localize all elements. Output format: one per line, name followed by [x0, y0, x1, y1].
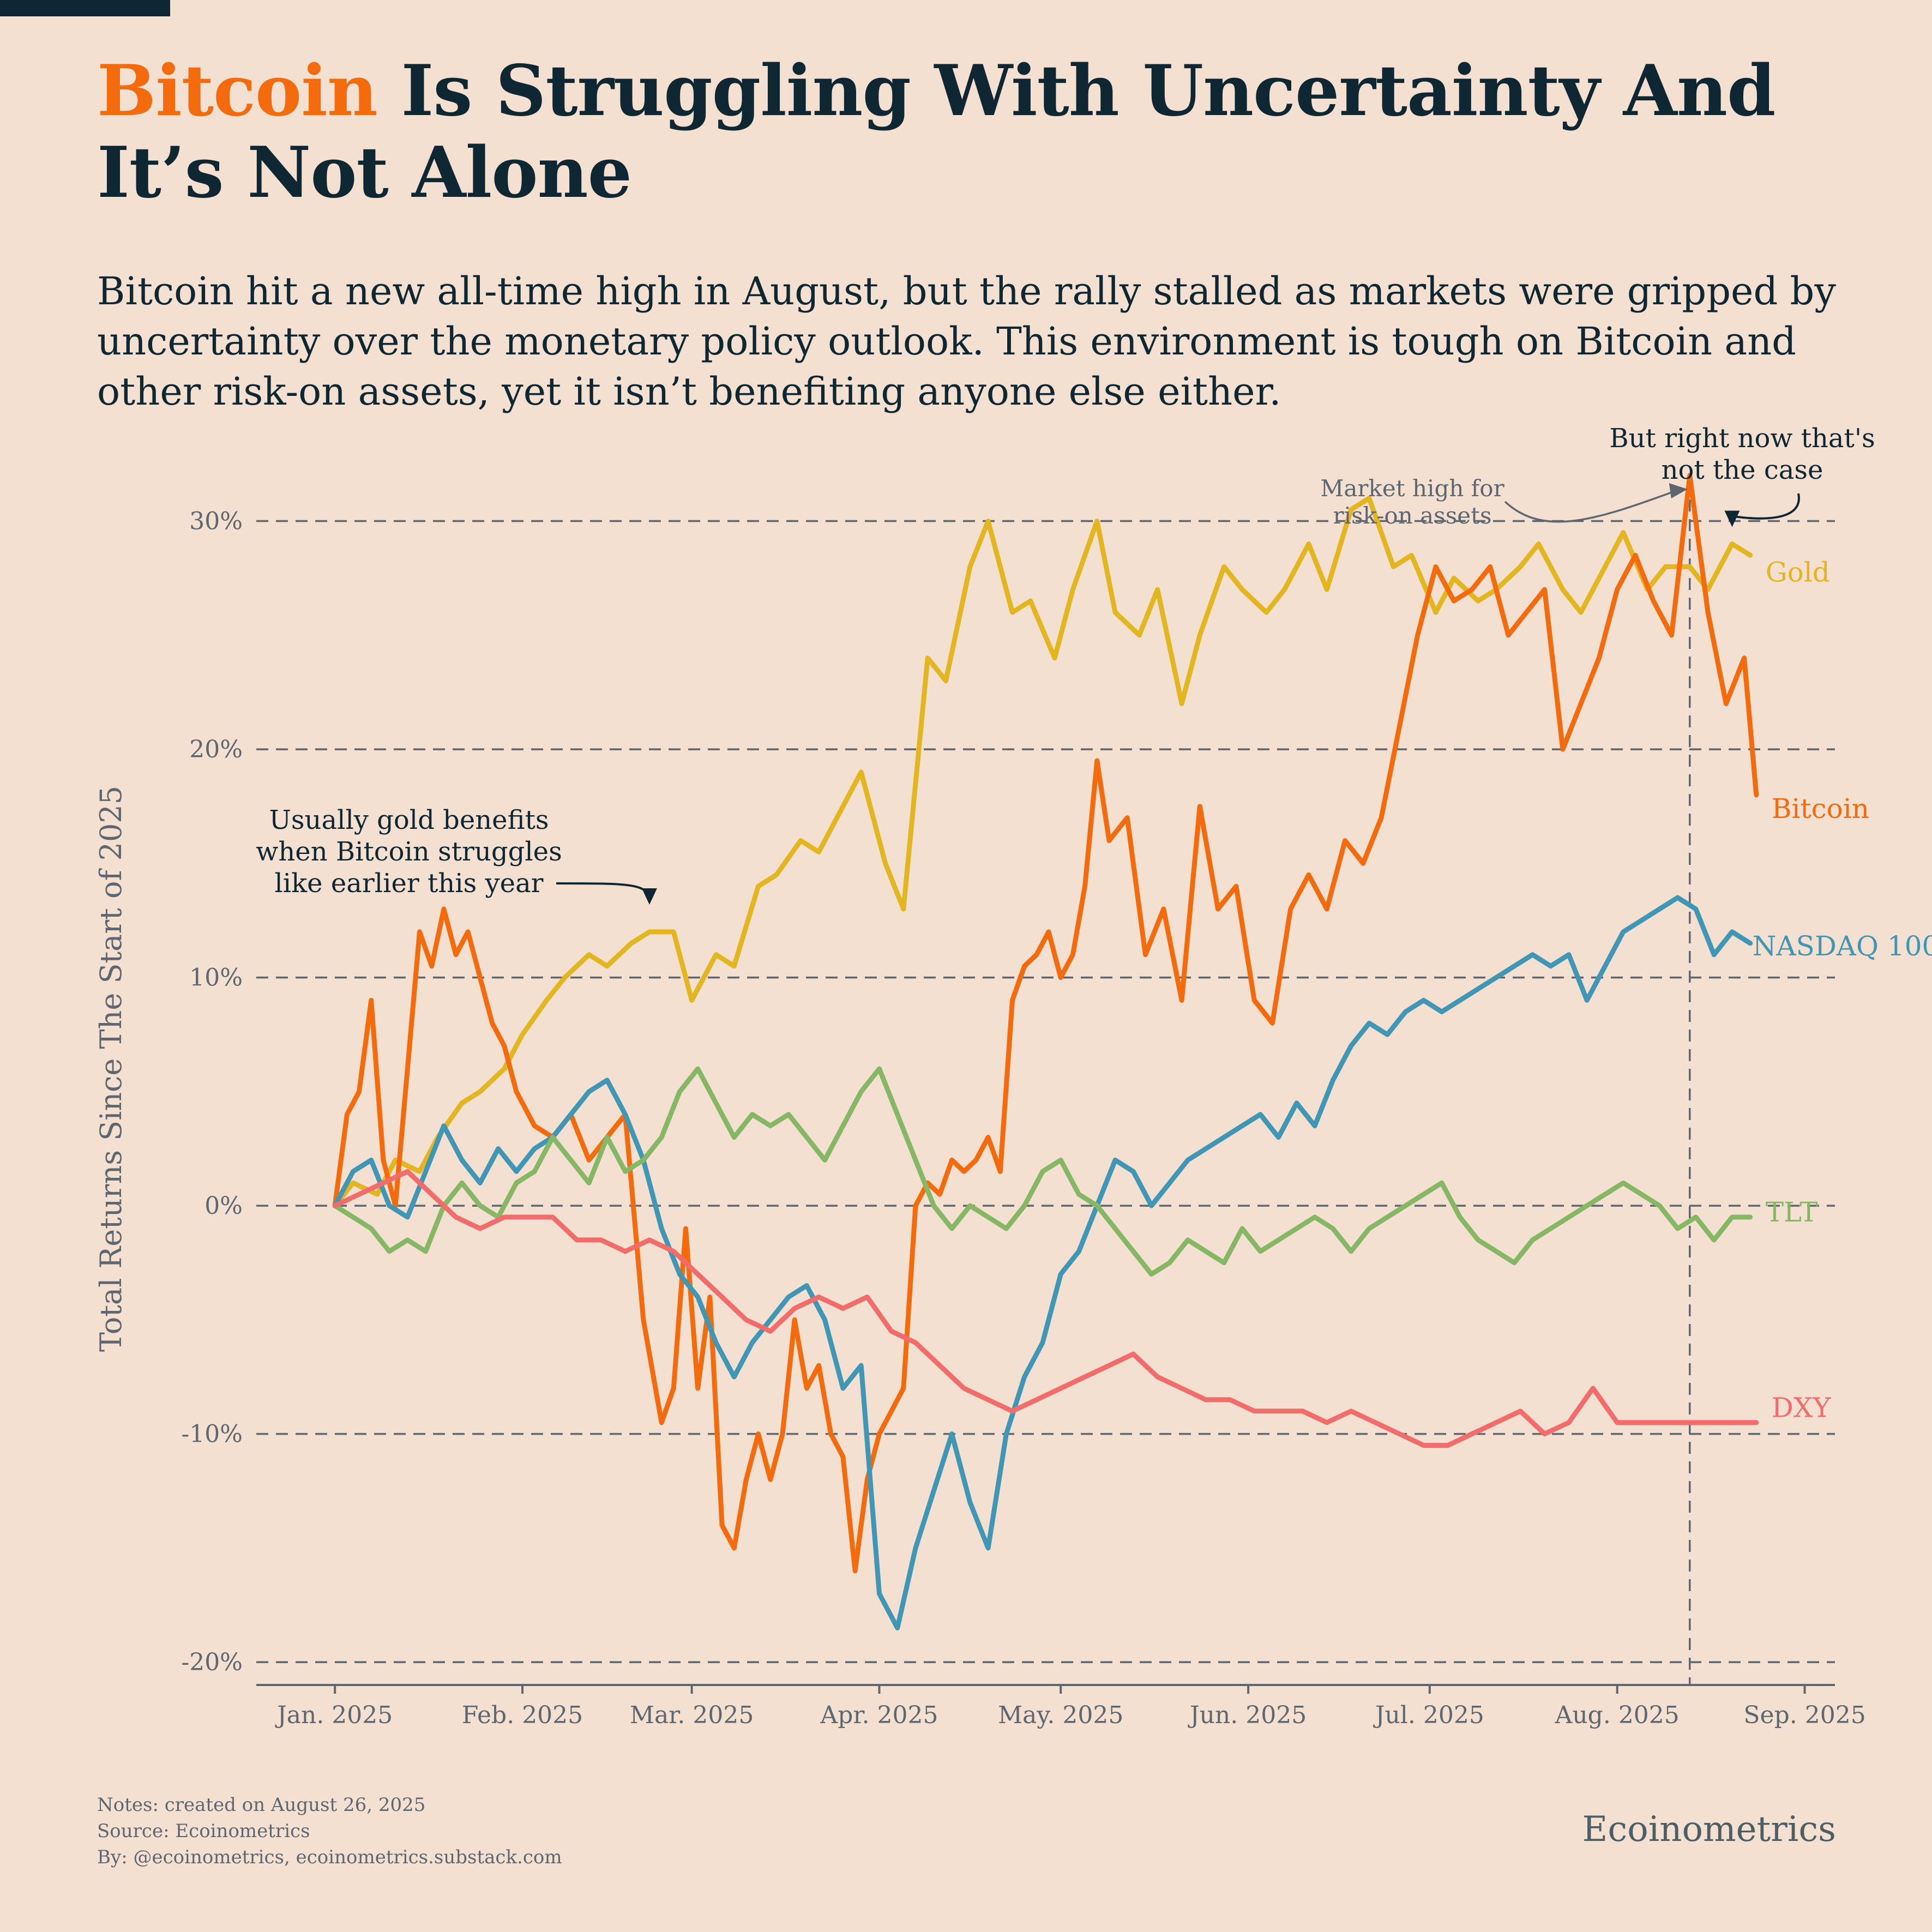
series-label-nasdaq-100: NASDAQ 100: [1753, 930, 1932, 962]
annotation-text-line: not the case: [1662, 455, 1823, 485]
annotation-text-line: when Bitcoin struggles: [256, 836, 562, 867]
axis-layer: -20% -10% 0% 10% 20% 30% Jan. 2025 Feb. 2025 Mar…: [94, 508, 1866, 1729]
x-tick-label: Apr. 2025: [820, 1701, 938, 1729]
x-tick-label: Mar. 2025: [630, 1701, 754, 1729]
y-tick-label: -20%: [181, 1648, 243, 1676]
annotation-arrow: [1732, 493, 1800, 520]
x-tick-label: Jul. 2025: [1373, 1701, 1484, 1729]
series-line-dxy: [332, 1169, 1759, 1448]
series-line-bitcoin: [332, 473, 1759, 1574]
y-tick-label: 0%: [204, 1192, 243, 1220]
annotation-text-line: risk-on assets: [1333, 502, 1491, 529]
series-label-bitcoin: Bitcoin: [1772, 793, 1869, 824]
y-tick-label: 30%: [189, 508, 243, 535]
series-line-gold: [332, 496, 1753, 1208]
label-layer: Gold Bitcoin NASDAQ 100 TLT DXY: [1753, 556, 1932, 1423]
annotation-text-line: Usually gold benefits: [269, 805, 549, 835]
x-tick-label: Jun. 2025: [1188, 1701, 1307, 1729]
y-tick-label: 20%: [189, 736, 243, 763]
x-tick-label: Jan. 2025: [275, 1701, 393, 1729]
y-tick-label: -10%: [181, 1421, 243, 1448]
series-label-dxy: DXY: [1772, 1392, 1832, 1424]
y-tick-label: 10%: [189, 964, 243, 992]
x-tick-label: Aug. 2025: [1555, 1701, 1680, 1729]
annotation-text-line: like earlier this year: [274, 868, 543, 899]
annotation-arrow: [1504, 489, 1680, 523]
x-tick-label: Sep. 2025: [1743, 1701, 1865, 1729]
notes-source: Source: Ecoinometrics: [97, 1820, 310, 1842]
chart-subtitle: Bitcoin hit a new all-time high in Augus…: [97, 269, 1836, 414]
series-layer: [332, 473, 1759, 1630]
chart-title: Bitcoin Is Struggling With Uncertainty A…: [97, 50, 1869, 214]
series-line-tlt: [332, 1066, 1753, 1277]
annotation-arrowhead: [1669, 483, 1688, 498]
series-label-gold: Gold: [1766, 556, 1830, 588]
series-label-tlt: TLT: [1766, 1196, 1818, 1228]
grid-layer: [256, 480, 1835, 1685]
notes-by: By: @ecoinometrics, ecoinometrics.substa…: [97, 1846, 562, 1868]
series-line-nasdaq-100: [332, 895, 1753, 1630]
top-accent-bar: [0, 0, 170, 16]
x-tick-label: Feb. 2025: [462, 1701, 583, 1729]
x-tick-label: May. 2025: [998, 1701, 1123, 1729]
annotation-arrowhead: [1724, 510, 1740, 527]
title-rest: Is Struggling With Uncertainty And It’s …: [97, 50, 1775, 214]
y-axis-title: Total Returns Since The Start of 2025: [94, 786, 128, 1352]
notes-date: Notes: created on August 26, 2025: [97, 1794, 426, 1816]
annotation-arrow: [556, 882, 651, 899]
annotation-text-line: But right now that's: [1609, 423, 1875, 454]
annotation-arrowhead: [641, 888, 657, 905]
footer-notes: Notes: created on August 26, 2025 Source…: [97, 1792, 562, 1870]
annotation-text-line: Market high for: [1320, 475, 1504, 502]
title-highlight: Bitcoin: [97, 50, 378, 132]
brand-logo-text: Ecoinometrics: [1582, 1809, 1836, 1850]
